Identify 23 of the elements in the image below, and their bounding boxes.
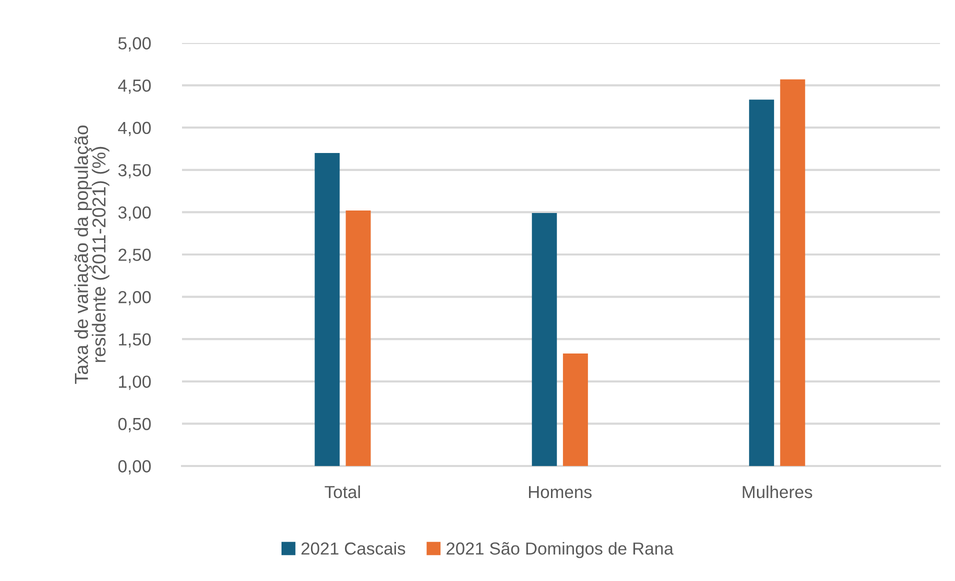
y-tick-label: 3,50 — [118, 164, 151, 178]
bar — [532, 213, 557, 466]
y-tick-label: 0,50 — [118, 418, 151, 432]
y-tick-label: 2,50 — [118, 248, 151, 264]
legend-label: 2021 Cascais — [301, 542, 406, 555]
y-tick-label: 0,00 — [118, 460, 151, 475]
y-tick-label: 1,50 — [118, 333, 151, 348]
x-tick-label: Mulheres — [742, 485, 812, 498]
y-axis-title: Taxa de variação da população residente (2011-2021) (%) — [74, 126, 110, 384]
bar — [562, 353, 588, 466]
legend-label: 2021 São Domingos de Rana — [446, 542, 674, 558]
bar — [314, 152, 340, 466]
y-tick-label: 3,00 — [118, 206, 151, 221]
bar — [749, 100, 774, 466]
y-tick-label: 4,50 — [118, 79, 151, 94]
y-tick-label: 1,00 — [118, 376, 151, 390]
y-tick-label: 4,00 — [118, 122, 151, 136]
bar — [780, 79, 806, 466]
y-tick-label: 5,00 — [118, 37, 151, 52]
x-tick-label: Total — [324, 485, 360, 498]
bar — [346, 210, 371, 466]
y-tick-label: 2,00 — [118, 290, 151, 306]
x-tick-label: Homens — [529, 486, 592, 498]
